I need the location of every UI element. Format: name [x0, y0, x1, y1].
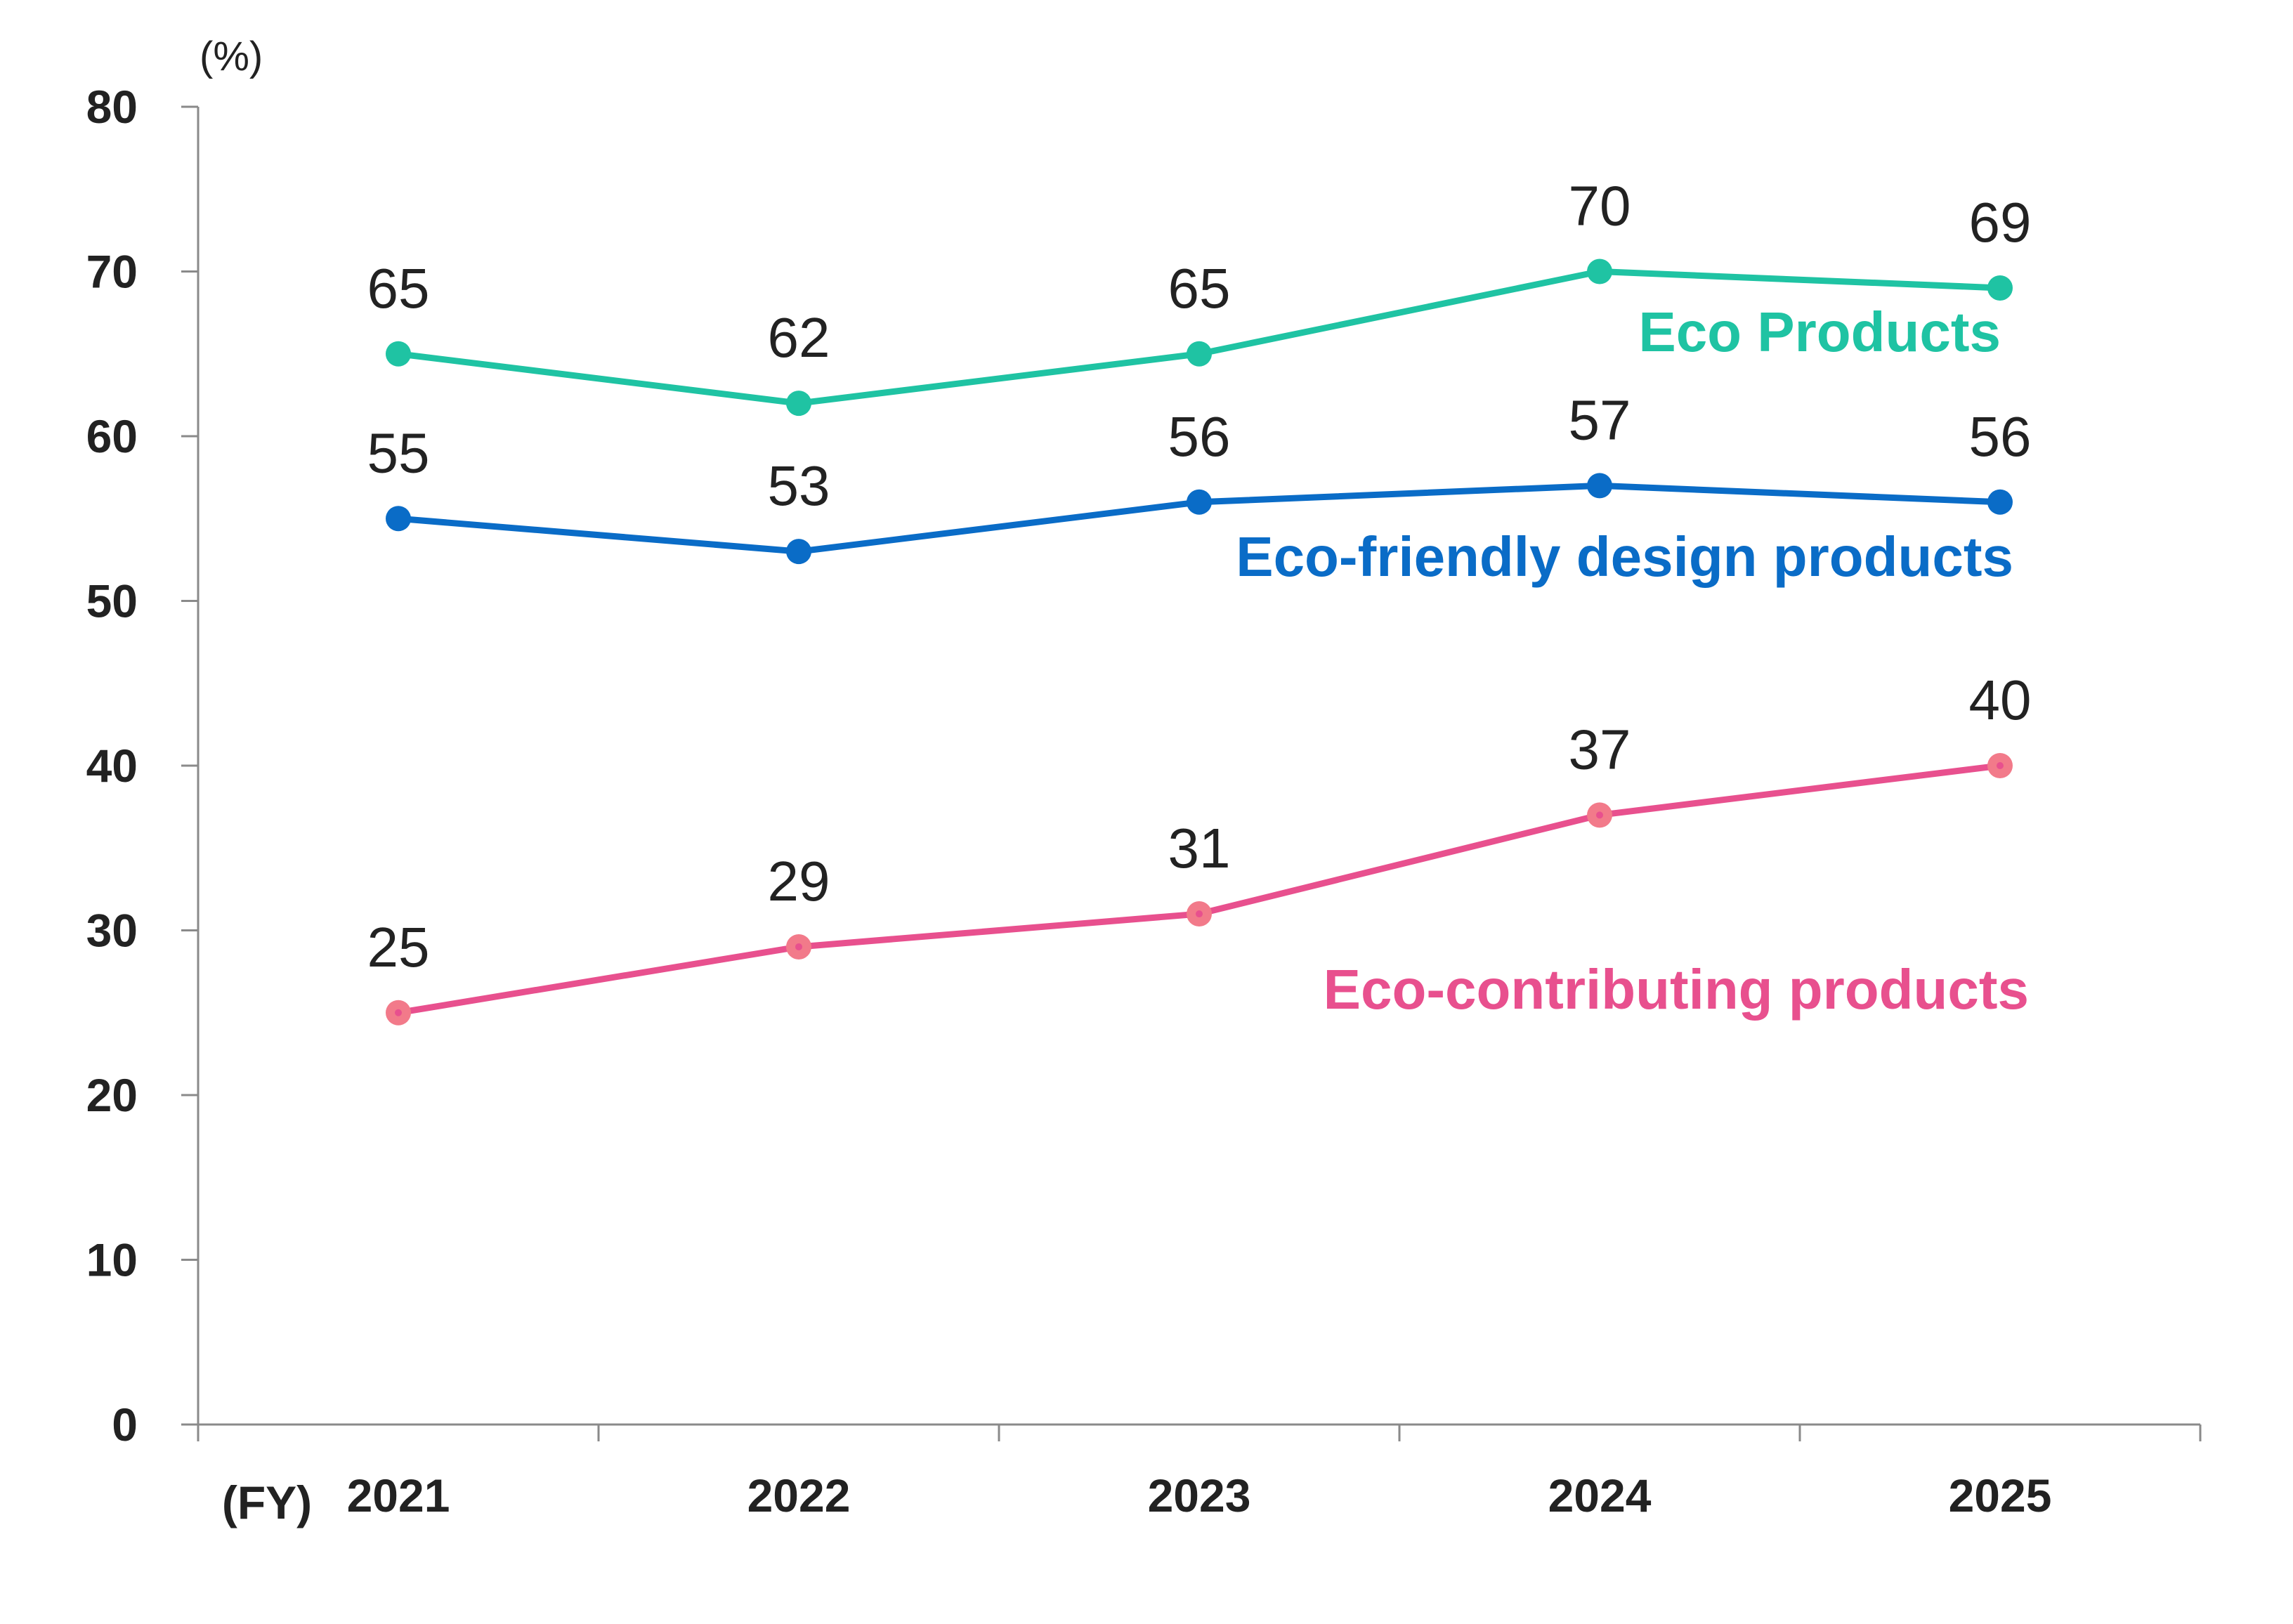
y-tick-label: 40 [86, 740, 138, 792]
y-tick-label: 60 [86, 410, 138, 462]
data-point [786, 539, 811, 565]
data-point-center [1997, 762, 2004, 769]
axes: 0 10 20 30 40 50 60 70 80 (%) 2021 2022 2023 2024 2025… [86, 34, 2202, 1528]
data-point [1587, 473, 1612, 499]
data-label: 53 [768, 454, 830, 517]
y-tick-label: 30 [86, 905, 138, 957]
data-label: 37 [1569, 718, 1631, 780]
data-label: 40 [1969, 669, 2032, 731]
data-point [786, 391, 811, 417]
data-point-center [1196, 910, 1203, 918]
data-point [1187, 489, 1212, 515]
x-tick-label: 2022 [747, 1469, 851, 1521]
x-tick-label: 2023 [1148, 1469, 1251, 1521]
data-label: 65 [1168, 257, 1231, 320]
data-point [1587, 258, 1612, 284]
y-axis-unit-label: (%) [200, 34, 263, 79]
data-point [1987, 275, 2013, 301]
data-point [1987, 489, 2013, 515]
series-name-label: Eco Products [1638, 301, 2001, 363]
data-label: 62 [768, 306, 830, 369]
y-tick-label: 10 [86, 1234, 138, 1286]
data-label: 57 [1569, 388, 1631, 451]
series-name-label: Eco-friendly design products [1236, 525, 2013, 588]
data-point [386, 506, 411, 532]
x-tick-label: 2021 [347, 1469, 450, 1521]
data-point-center [795, 943, 802, 950]
data-label: 56 [1969, 405, 2032, 468]
data-point [1187, 341, 1212, 367]
data-label: 55 [367, 421, 430, 484]
data-label: 69 [1969, 191, 2032, 254]
x-axis-unit-label: (FY) [222, 1476, 312, 1528]
y-tick-label: 70 [86, 246, 138, 298]
series-name-label: Eco-contributing products [1324, 958, 2029, 1021]
data-label: 31 [1168, 817, 1231, 879]
data-point-center [1596, 811, 1603, 819]
data-point [386, 341, 411, 367]
series-layer [386, 258, 2013, 1026]
series-3 [386, 753, 2013, 1026]
y-tick-label: 50 [86, 575, 138, 627]
x-tick-label: 2025 [1949, 1469, 2052, 1521]
series-2 [386, 473, 2013, 565]
y-tick-label: 80 [86, 81, 138, 133]
data-label: 29 [768, 850, 830, 912]
data-point-center [395, 1009, 402, 1016]
data-label: 56 [1168, 405, 1231, 468]
series-1 [386, 258, 2013, 417]
data-label: 65 [367, 257, 430, 320]
y-tick-label: 20 [86, 1069, 138, 1121]
data-label: 25 [367, 916, 430, 978]
y-tick-label: 0 [112, 1399, 138, 1451]
x-tick-label: 2024 [1548, 1469, 1652, 1521]
data-label: 70 [1569, 175, 1631, 237]
